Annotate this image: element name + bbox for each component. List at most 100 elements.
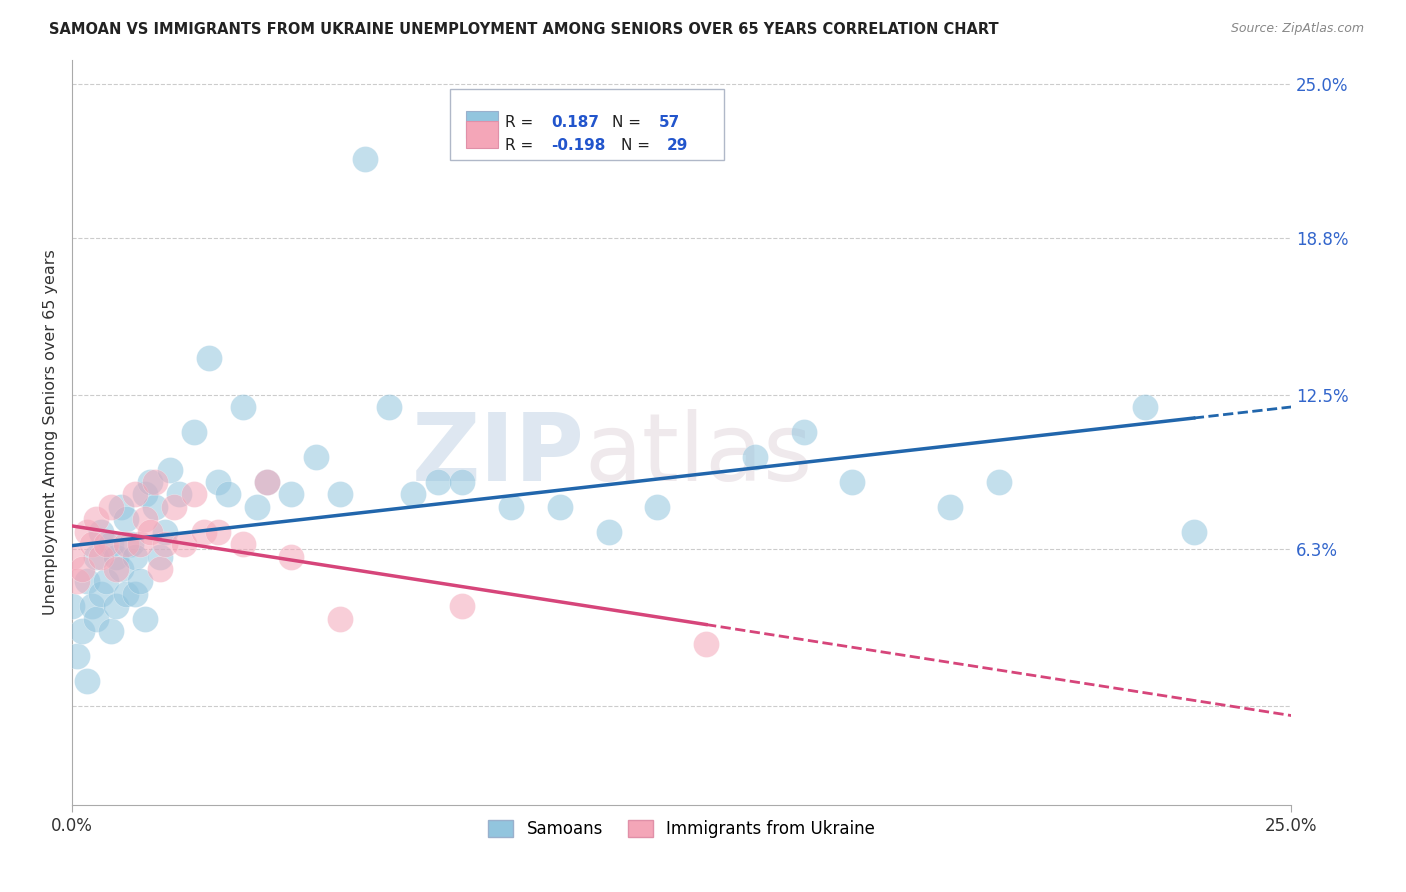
- Point: [939, 500, 962, 514]
- Point: [104, 562, 127, 576]
- Point: [329, 612, 352, 626]
- Point: [100, 624, 122, 638]
- Point: [90, 524, 112, 539]
- Point: [280, 549, 302, 564]
- Point: [110, 500, 132, 514]
- Text: N =: N =: [612, 115, 645, 130]
- Point: [197, 351, 219, 365]
- Point: [134, 512, 156, 526]
- Point: [153, 537, 176, 551]
- Point: [232, 401, 254, 415]
- Point: [645, 500, 668, 514]
- Point: [100, 500, 122, 514]
- Point: [987, 475, 1010, 489]
- Point: [120, 537, 142, 551]
- Point: [100, 537, 122, 551]
- Text: R =: R =: [505, 115, 538, 130]
- Text: ZIP: ZIP: [411, 409, 583, 500]
- Point: [329, 487, 352, 501]
- Point: [451, 599, 474, 614]
- Text: 57: 57: [658, 115, 679, 130]
- Point: [94, 537, 117, 551]
- Point: [173, 537, 195, 551]
- Point: [499, 500, 522, 514]
- Point: [744, 450, 766, 465]
- Point: [104, 549, 127, 564]
- Text: atlas: atlas: [583, 409, 813, 500]
- Point: [353, 152, 375, 166]
- Point: [60, 599, 83, 614]
- Point: [139, 524, 162, 539]
- Point: [256, 475, 278, 489]
- Point: [129, 574, 152, 589]
- Point: [246, 500, 269, 514]
- Text: 0.187: 0.187: [551, 115, 599, 130]
- Point: [378, 401, 401, 415]
- Text: -0.198: -0.198: [551, 138, 606, 153]
- Point: [207, 475, 229, 489]
- Text: R =: R =: [505, 138, 538, 153]
- FancyBboxPatch shape: [465, 121, 498, 148]
- Point: [1182, 524, 1205, 539]
- Text: SAMOAN VS IMMIGRANTS FROM UKRAINE UNEMPLOYMENT AMONG SENIORS OVER 65 YEARS CORRE: SAMOAN VS IMMIGRANTS FROM UKRAINE UNEMPL…: [49, 22, 998, 37]
- Point: [114, 537, 136, 551]
- Point: [451, 475, 474, 489]
- Point: [207, 524, 229, 539]
- Point: [149, 549, 172, 564]
- Legend: Samoans, Immigrants from Ukraine: Samoans, Immigrants from Ukraine: [481, 814, 882, 845]
- Point: [695, 636, 717, 650]
- Point: [217, 487, 239, 501]
- Point: [76, 673, 98, 688]
- Y-axis label: Unemployment Among Seniors over 65 years: Unemployment Among Seniors over 65 years: [44, 250, 58, 615]
- Point: [114, 587, 136, 601]
- Point: [183, 425, 205, 440]
- Point: [256, 475, 278, 489]
- Point: [139, 475, 162, 489]
- Point: [124, 587, 146, 601]
- Point: [149, 562, 172, 576]
- Point: [793, 425, 815, 440]
- Point: [159, 462, 181, 476]
- Point: [76, 574, 98, 589]
- Point: [66, 574, 89, 589]
- Point: [402, 487, 425, 501]
- Point: [104, 599, 127, 614]
- Point: [153, 524, 176, 539]
- Point: [124, 549, 146, 564]
- Point: [114, 512, 136, 526]
- Point: [183, 487, 205, 501]
- Point: [90, 549, 112, 564]
- Point: [110, 562, 132, 576]
- Point: [841, 475, 863, 489]
- Point: [80, 599, 103, 614]
- Point: [305, 450, 328, 465]
- Point: [426, 475, 449, 489]
- Text: Source: ZipAtlas.com: Source: ZipAtlas.com: [1230, 22, 1364, 36]
- Point: [598, 524, 620, 539]
- Point: [60, 549, 83, 564]
- FancyBboxPatch shape: [465, 112, 498, 138]
- Point: [134, 612, 156, 626]
- Text: N =: N =: [620, 138, 655, 153]
- Point: [90, 587, 112, 601]
- Point: [129, 537, 152, 551]
- Point: [80, 537, 103, 551]
- Point: [86, 512, 108, 526]
- Point: [169, 487, 191, 501]
- Point: [66, 648, 89, 663]
- Point: [143, 475, 166, 489]
- Point: [124, 487, 146, 501]
- Point: [232, 537, 254, 551]
- Point: [70, 562, 93, 576]
- Point: [280, 487, 302, 501]
- Point: [143, 500, 166, 514]
- Point: [548, 500, 571, 514]
- Point: [193, 524, 215, 539]
- Point: [134, 487, 156, 501]
- Point: [70, 624, 93, 638]
- Text: 29: 29: [666, 138, 689, 153]
- Point: [86, 549, 108, 564]
- Point: [76, 524, 98, 539]
- FancyBboxPatch shape: [450, 89, 724, 161]
- Point: [94, 574, 117, 589]
